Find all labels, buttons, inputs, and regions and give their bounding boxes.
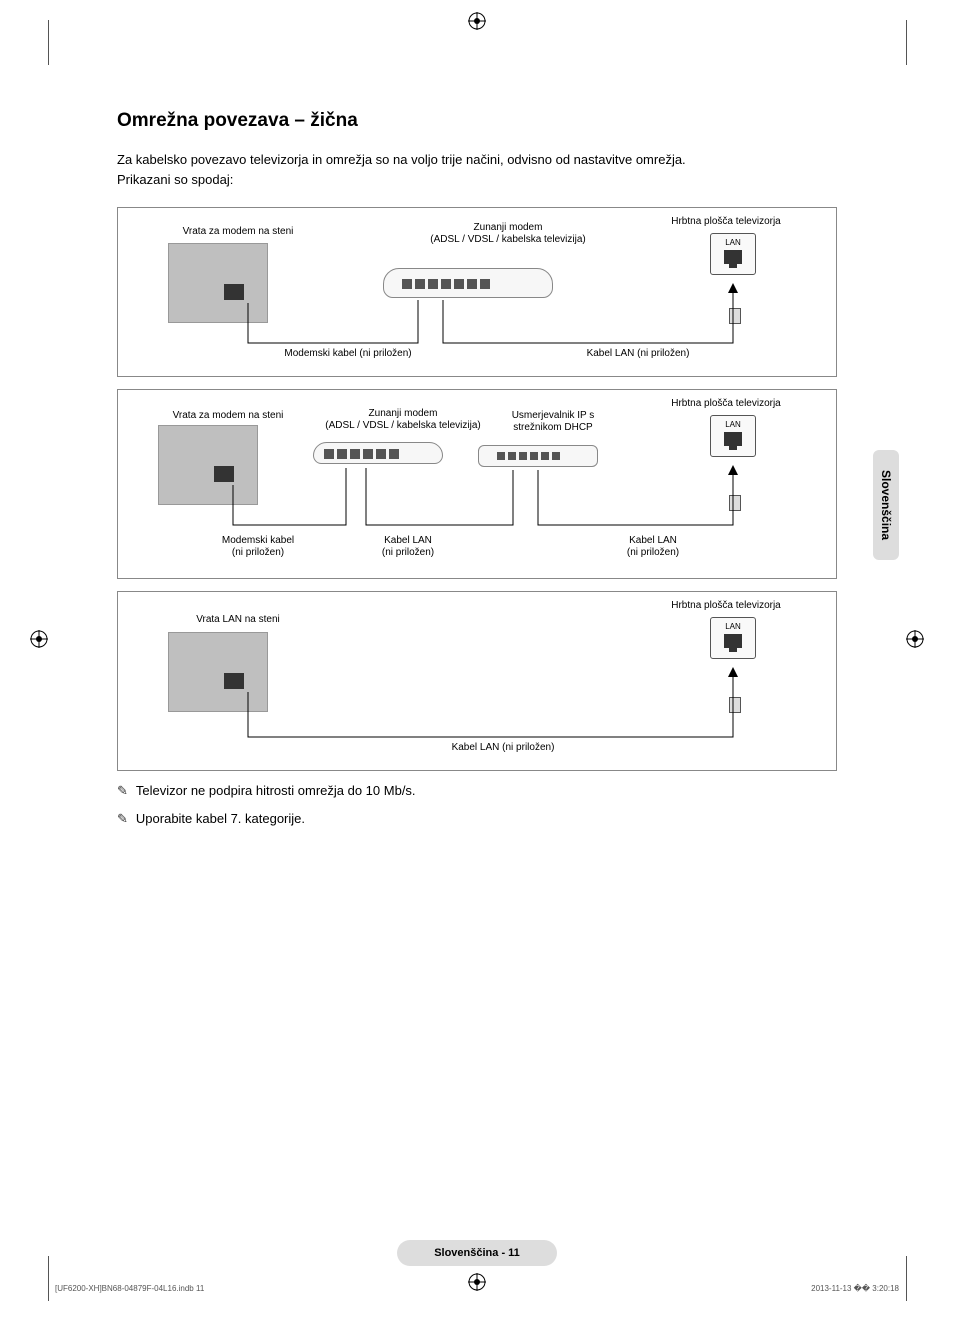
note-2-text: Uporabite kabel 7. kategorije. bbox=[136, 811, 305, 826]
reg-mark-bottom bbox=[468, 1273, 486, 1291]
crop-mark-bl bbox=[48, 1256, 49, 1301]
intro-text: Za kabelsko povezavo televizorja in omre… bbox=[117, 150, 837, 189]
page-content: Omrežna povezava – žična Za kabelsko pov… bbox=[117, 110, 837, 827]
cable2-sub: (ni priložen) bbox=[382, 547, 434, 558]
note-icon: ✎ bbox=[117, 811, 128, 827]
cable-label: Kabel LAN (ni priložen) bbox=[403, 742, 603, 754]
crop-mark-tl bbox=[48, 20, 49, 65]
cable-right-label: Kabel LAN (ni priložen) bbox=[538, 348, 738, 360]
note-2: ✎ Uporabite kabel 7. kategorije. bbox=[117, 811, 837, 827]
cable2-label: Kabel LAN (ni priložen) bbox=[343, 535, 473, 559]
intro-line2: Prikazani so spodaj: bbox=[117, 172, 233, 187]
language-side-tab: Slovenščina bbox=[873, 450, 899, 560]
cable1-label: Modemski kabel (ni priložen) bbox=[193, 535, 323, 559]
cable-left-label: Modemski kabel (ni priložen) bbox=[248, 348, 448, 360]
note-icon: ✎ bbox=[117, 783, 128, 799]
note-1-text: Televizor ne podpira hitrosti omrežja do… bbox=[136, 783, 416, 798]
page-number-badge: Slovenščina - 11 bbox=[397, 1240, 557, 1266]
footer-meta-left: [UF6200-XH]BN68-04879F-04L16.indb 11 bbox=[55, 1284, 204, 1293]
diagram-1: Vrata za modem na steni Zunanji modem (A… bbox=[117, 207, 837, 377]
page-number-text: Slovenščina - 11 bbox=[434, 1247, 520, 1259]
note-1: ✎ Televizor ne podpira hitrosti omrežja … bbox=[117, 783, 837, 799]
reg-mark-right bbox=[906, 630, 924, 648]
crop-mark-tl2 bbox=[906, 20, 907, 65]
footer-meta-right: 2013-11-13 �� 3:20:18 bbox=[811, 1284, 899, 1293]
reg-mark-top bbox=[468, 12, 486, 30]
crop-mark-br bbox=[906, 1256, 907, 1301]
cable3-label: Kabel LAN (ni priložen) bbox=[588, 535, 718, 559]
cable3-top: Kabel LAN bbox=[629, 535, 677, 546]
intro-line1: Za kabelsko povezavo televizorja in omre… bbox=[117, 152, 686, 167]
side-tab-text: Slovenščina bbox=[879, 470, 893, 540]
section-title: Omrežna povezava – žična bbox=[117, 110, 837, 132]
cable2-top: Kabel LAN bbox=[384, 535, 432, 546]
reg-mark-left bbox=[30, 630, 48, 648]
diagram-3: Vrata LAN na steni Hrbtna plošča televiz… bbox=[117, 591, 837, 771]
diagram-2: Vrata za modem na steni Zunanji modem (A… bbox=[117, 389, 837, 579]
cable1-sub: (ni priložen) bbox=[232, 547, 284, 558]
cable3-sub: (ni priložen) bbox=[627, 547, 679, 558]
cable1-top: Modemski kabel bbox=[222, 535, 294, 546]
